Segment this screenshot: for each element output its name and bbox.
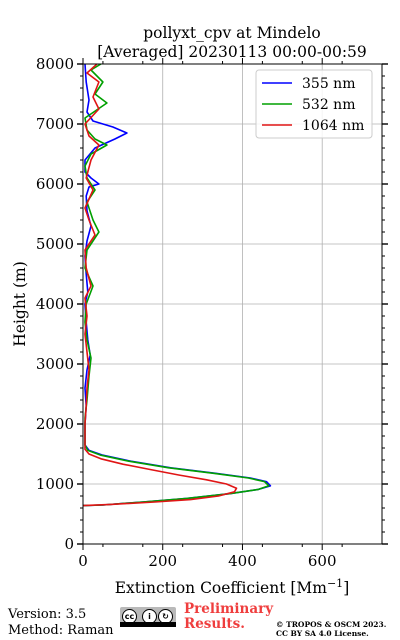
version-info: Version: 3.5 Method: Raman	[8, 607, 114, 639]
y-tick-label: 4000	[36, 295, 74, 313]
x-tick-label: 0	[78, 552, 88, 570]
y-tick-label: 7000	[36, 115, 74, 133]
series-line-2	[82, 63, 238, 507]
legend: 355 nm 532 nm 1064 nm	[255, 69, 373, 139]
axis-ticks: 0 200 400 600010002000300040005000600070008…	[36, 55, 388, 570]
copyright-line-2: CC BY SA 4.0 License.	[276, 629, 369, 638]
copyright-notice: © TROPOS & OSCM 2023. CC BY SA 4.0 Licen…	[276, 620, 386, 638]
x-tick-label: 600	[308, 552, 337, 570]
y-tick-label: 6000	[36, 175, 74, 193]
series-layer	[82, 63, 272, 507]
y-tick-label: 3000	[36, 355, 74, 373]
x-tick-label: 400	[228, 552, 257, 570]
preliminary-line-2: Results.	[184, 616, 245, 632]
extinction-profile-chart: 0 200 400 600010002000300040005000600070008…	[11, 24, 388, 597]
y-axis-label: Height (m)	[11, 261, 29, 347]
x-axis-label: Extinction Coefficient [Mm−1]	[115, 577, 350, 597]
chart-title: pollyxt_cpv at Mindelo	[143, 24, 321, 42]
legend-label-0: 355 nm	[302, 76, 355, 92]
sa-icon: ↻	[158, 609, 173, 624]
preliminary-notice: Preliminary Results.	[184, 602, 273, 632]
version-text: Version: 3.5	[8, 607, 87, 622]
y-tick-label: 1000	[36, 475, 74, 493]
badge-strip	[120, 622, 176, 627]
x-tick-label: 200	[148, 552, 177, 570]
method-text: Method: Raman	[8, 623, 114, 638]
x-axis-label-exponent: −1	[327, 577, 343, 590]
copyright-line-1: © TROPOS & OSCM 2023.	[276, 620, 387, 629]
cc-by-sa-badge: cc i ↻	[120, 607, 176, 627]
legend-box	[255, 69, 373, 139]
y-tick-label: 8000	[36, 55, 74, 73]
y-tick-label: 5000	[36, 235, 74, 253]
chart-subtitle: [Averaged] 20230113 00:00-00:59	[97, 43, 367, 61]
x-axis-label-close: ]	[343, 579, 349, 597]
legend-label-2: 1064 nm	[302, 118, 364, 134]
preliminary-line-1: Preliminary	[184, 601, 274, 617]
x-axis-label-main: Extinction Coefficient [Mm	[115, 579, 328, 597]
legend-label-1: 532 nm	[302, 97, 355, 113]
y-tick-label: 2000	[36, 415, 74, 433]
series-line-1	[82, 63, 270, 507]
y-tick-label: 0	[64, 535, 74, 553]
